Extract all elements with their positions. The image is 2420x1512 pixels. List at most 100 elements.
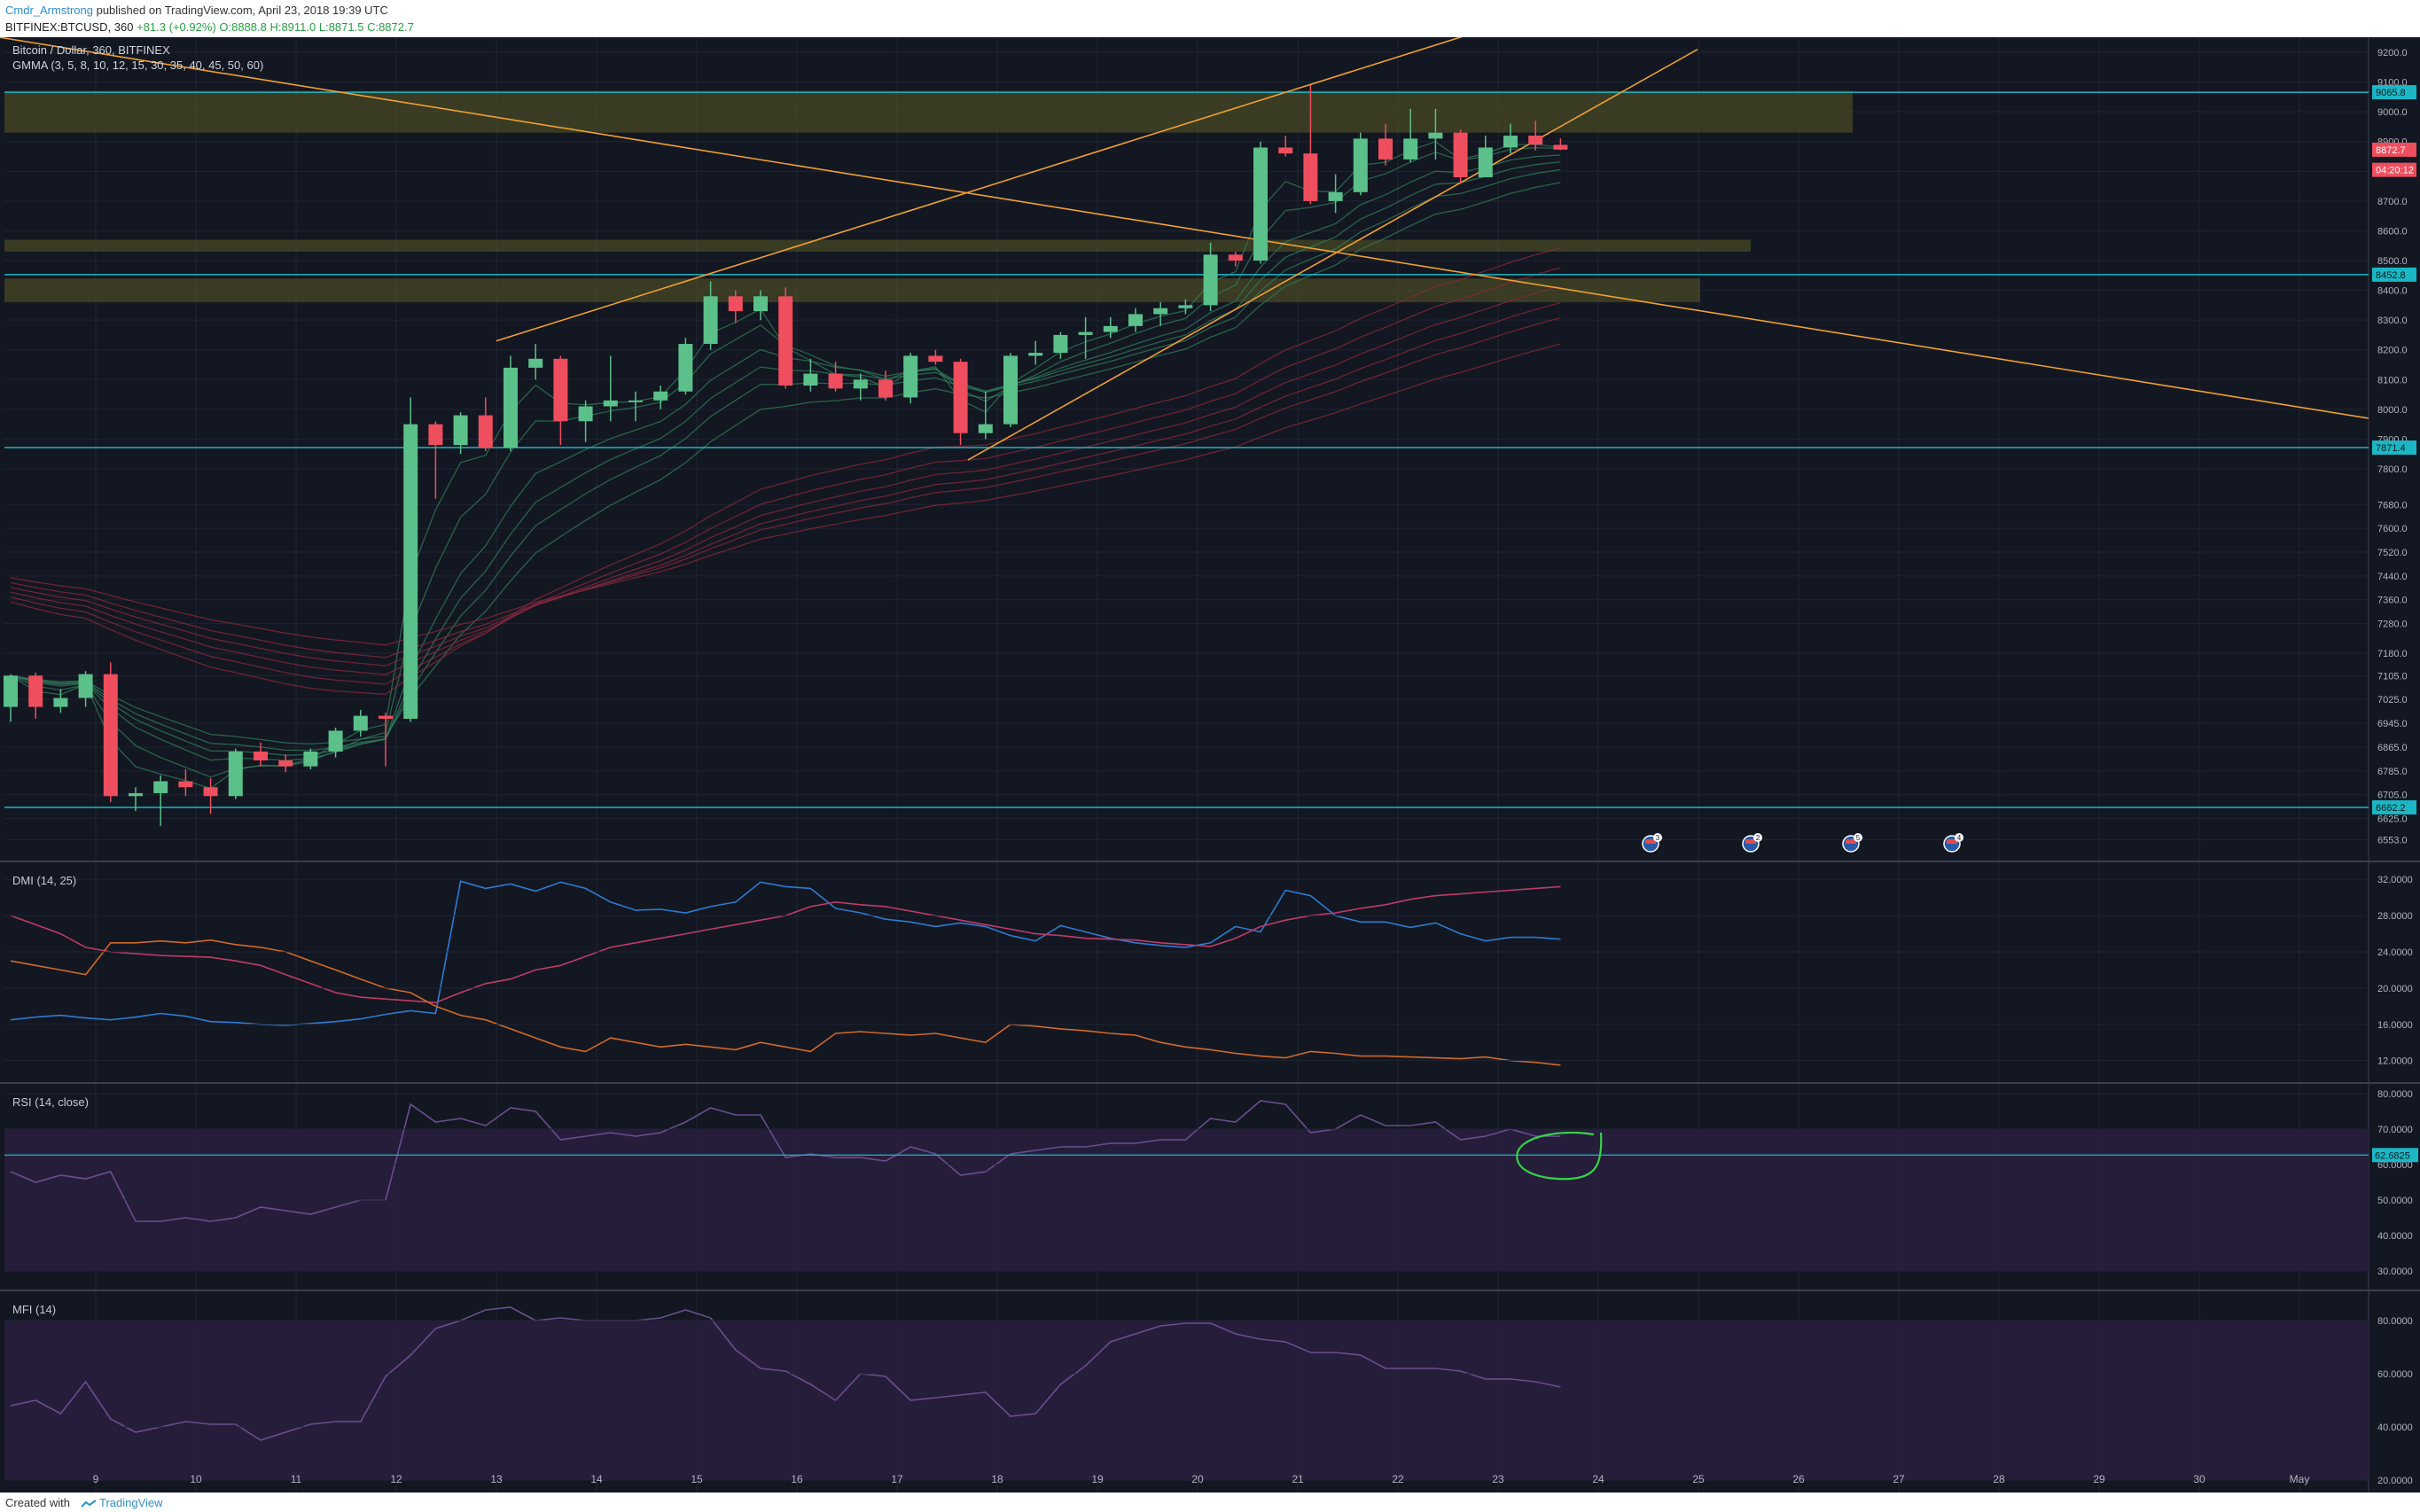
badge-count: 2 (1756, 834, 1760, 842)
candle (1453, 129, 1468, 183)
candle (1003, 353, 1018, 428)
footer-bar: Created with TradingView (0, 1493, 2420, 1512)
price-tick-label: 8000.0 (2377, 405, 2408, 416)
candle-body (628, 400, 643, 402)
price-tick-label: 8300.0 (2377, 316, 2408, 326)
indicator-band (4, 1321, 2369, 1480)
gmma-line (10, 301, 1561, 666)
candle-body (1253, 147, 1268, 261)
pane-titles: DMI (14, 25) RSI (14, close) MFI (14) Bitco… (12, 43, 263, 1316)
candle (1553, 138, 1568, 151)
symbol-label: BITFINEX:BTCUSD, 360 (5, 20, 134, 34)
candle-body (1103, 325, 1118, 332)
economic-event-badge: 3 (1642, 833, 1662, 853)
candle (778, 287, 793, 389)
rsi-value-tag (2372, 1148, 2418, 1163)
price-tag-text: 04:20:12 (2376, 166, 2414, 176)
candle-body (403, 424, 418, 720)
candle-body (753, 296, 768, 312)
created-with-text: Created with (5, 1496, 70, 1509)
candle-body (1528, 136, 1543, 145)
candle-body (1278, 147, 1293, 154)
candle (678, 338, 693, 395)
event-badges[interactable]: 3 2 5 4 (1642, 833, 1963, 853)
price-tick-label: 6945.0 (2377, 719, 2408, 729)
candle-body (303, 751, 318, 767)
candle-body (603, 400, 618, 407)
candle (528, 344, 543, 380)
candle-body (878, 379, 893, 398)
candle (1428, 108, 1443, 160)
candle (903, 353, 918, 404)
candle-body (254, 751, 268, 761)
flag-stripe-icon (1846, 839, 1856, 844)
candle-body (1478, 147, 1493, 178)
flag-stripe-icon (1645, 839, 1656, 844)
candle (379, 713, 393, 767)
badge-count: 4 (1957, 834, 1962, 842)
price-tag-text: 8452.8 (2376, 270, 2406, 281)
price-zone (4, 239, 1751, 252)
badge-count: 5 (1856, 834, 1861, 842)
ohlc-values: O:8888.8 H:8911.0 L:8871.5 C:8872.7 (219, 20, 414, 34)
candle-body (728, 296, 743, 312)
candle-body (28, 675, 43, 707)
candle (853, 373, 868, 401)
candle (28, 672, 43, 720)
price-tag (2372, 85, 2416, 100)
indicator-title: DMI (14, 25) (12, 874, 76, 887)
gmma-line (10, 247, 1561, 696)
candle (353, 709, 368, 737)
time-tick-label: 25 (1692, 1473, 1705, 1485)
candle (1478, 136, 1493, 178)
time-tick-label: 13 (490, 1473, 503, 1485)
flag-stripe-icon (1947, 839, 1957, 844)
candle (1528, 121, 1543, 151)
candle-body (1403, 138, 1418, 160)
time-tick-label: 12 (390, 1473, 402, 1485)
indicator-tick-label: 60.0000 (2377, 1369, 2413, 1380)
candle-body (1303, 153, 1318, 201)
trading-chart[interactable]: 32.0000 28.0000 24.0000 20.0000 16.0000 12.00… (0, 37, 2420, 1493)
indicator-line (10, 1306, 1561, 1441)
indicator-tick-label: 20.0000 (2377, 984, 2413, 994)
candle-body (1328, 191, 1343, 201)
time-tick-label: 16 (791, 1473, 803, 1485)
time-tick-label: 30 (2193, 1473, 2205, 1485)
indicator-line (10, 1100, 1561, 1222)
candle-body (1028, 353, 1043, 356)
price-tick-label: 8500.0 (2377, 256, 2408, 267)
candle-body (428, 424, 443, 446)
candle-body (953, 362, 968, 433)
price-tick-label: 7360.0 (2377, 596, 2408, 606)
candle (1353, 132, 1368, 196)
candle-body (578, 406, 593, 422)
candle-body (1503, 136, 1518, 148)
candle (1153, 302, 1168, 326)
candle (1078, 316, 1093, 359)
candle (103, 662, 118, 803)
candle (1228, 251, 1243, 267)
candle-body (1378, 138, 1393, 160)
candle-body (828, 373, 843, 389)
flag-stripe-icon (1745, 839, 1756, 844)
candle (1278, 136, 1293, 157)
candle-body (1003, 355, 1018, 425)
price-tick-label: 7800.0 (2377, 464, 2408, 475)
price-tag (2372, 162, 2416, 177)
candle (453, 412, 468, 455)
price-tick-label: 7440.0 (2377, 572, 2408, 582)
time-tick-label: 18 (991, 1473, 1003, 1485)
indicator-tick-label: 16.0000 (2377, 1020, 2413, 1031)
price-tick-label: 7680.0 (2377, 500, 2408, 510)
trendlines (0, 37, 2369, 461)
candle-body (103, 674, 118, 797)
candle (1103, 316, 1118, 339)
author-link[interactable]: Cmdr_Armstrong (5, 4, 93, 17)
gmma-line (10, 343, 1561, 646)
candle-body (1553, 144, 1568, 150)
indicator-title: RSI (14, close) (12, 1095, 89, 1109)
tradingview-logo[interactable]: TradingView (80, 1496, 163, 1509)
candle-body (778, 296, 793, 386)
trendline (0, 37, 2369, 419)
